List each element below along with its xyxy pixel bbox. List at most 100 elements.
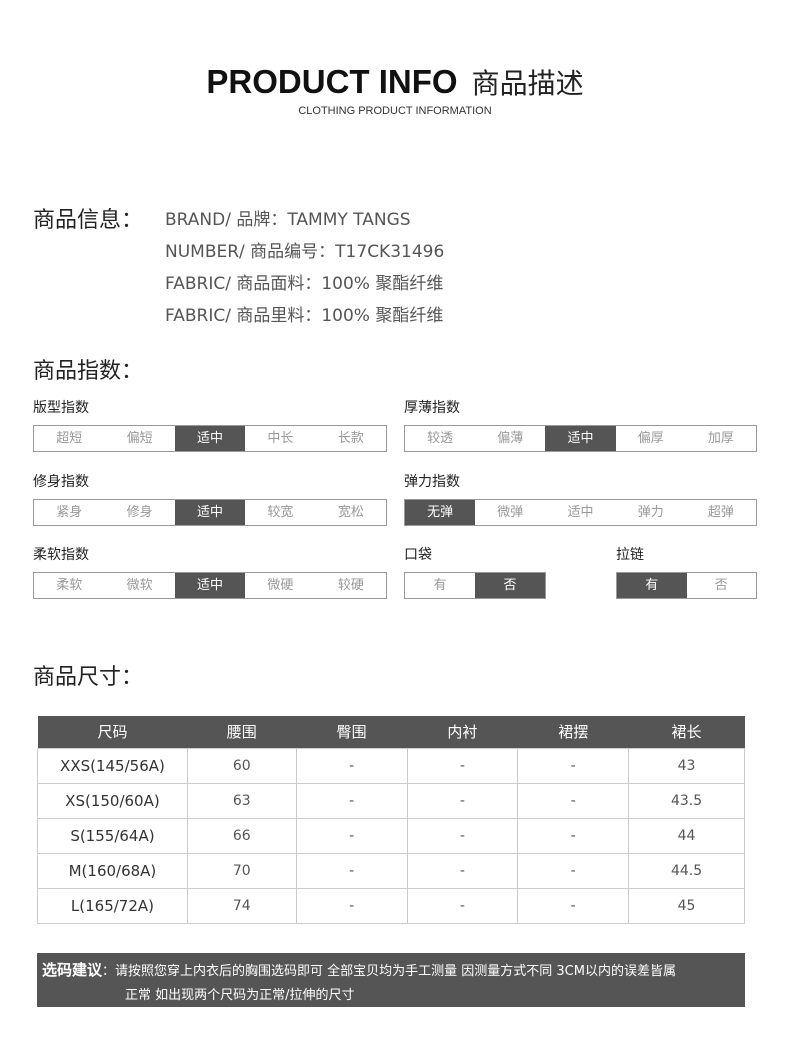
index-option: 有 [433, 578, 447, 593]
index-option: 加厚 [707, 431, 734, 446]
table-cell: 43.5 [628, 782, 745, 819]
index-label: 柔软指数 [33, 547, 89, 563]
index-option: 较硬 [337, 578, 364, 593]
info-number: NUMBER/ 商品编号：T17CK31496 [165, 242, 445, 262]
table-cell: - [406, 782, 519, 819]
title-en: PRODUCT INFO [206, 63, 458, 100]
index-option: 超短 [56, 431, 83, 446]
table-cell: 66 [186, 817, 297, 854]
table-cell: - [295, 782, 408, 819]
table-cell: 60 [186, 747, 297, 784]
info-lining: FABRIC/ 商品里料：100% 聚酯纤维 [165, 306, 444, 326]
table-cell: - [295, 852, 408, 889]
advice-text-2: 正常 如出现两个尺码为正常/拉伸的尺寸 [125, 988, 355, 1003]
table-cell: - [517, 887, 630, 924]
column-header: 裙长 [628, 716, 745, 748]
title-cn: 商品描述 [471, 67, 584, 100]
table-cell: 63 [186, 782, 297, 819]
table-cell: - [517, 782, 630, 819]
size-table: 尺码 腰围 臀围 内衬 裙摆 裙长 XXS(145/56A) 60- - -43 XS(150/60… [37, 716, 745, 924]
table-cell: - [295, 817, 408, 854]
index-option: 较透 [427, 431, 454, 446]
table-row: L(165/72A) 74- - -45 [37, 887, 745, 924]
index-option-selected: 适中 [174, 500, 246, 525]
size-cell: XS(150/60A) [37, 782, 188, 819]
index-option: 柔软 [56, 578, 83, 593]
index-scale: 有否 [616, 572, 757, 599]
size-cell: M(160/68A) [37, 852, 188, 889]
index-scale: 无弹 微弹 适中 弹力 超弹 [404, 499, 757, 526]
index-scale: 超短 偏短 适中 中长 长款 [33, 425, 387, 452]
table-row: XXS(145/56A) 60- - -43 [37, 747, 745, 784]
table-cell: - [406, 747, 519, 784]
index-option: 否 [714, 578, 728, 593]
table-cell: 44.5 [628, 852, 745, 889]
index-option: 偏厚 [637, 431, 664, 446]
index-option: 中长 [267, 431, 294, 446]
advice-label: 选码建议 [42, 961, 103, 979]
size-cell: S(155/64A) [37, 817, 188, 854]
info-fabric: FABRIC/ 商品面料：100% 聚酯纤维 [165, 274, 444, 294]
index-option-selected: 适中 [545, 426, 616, 451]
index-option-selected: 适中 [174, 426, 246, 451]
column-header: 裙摆 [517, 716, 629, 748]
column-header: 内衬 [407, 716, 518, 748]
table-cell: - [295, 747, 408, 784]
index-scale: 较透 偏薄 适中 偏厚 加厚 [404, 425, 757, 452]
index-option-selected: 无弹 [405, 500, 476, 525]
column-header: 腰围 [187, 716, 297, 748]
index-option: 适中 [567, 505, 594, 520]
index-option: 修身 [126, 505, 153, 520]
table-cell: - [517, 817, 630, 854]
size-cell: XXS(145/56A) [37, 747, 188, 784]
table-cell: 43 [628, 747, 745, 784]
index-label: 拉链 [616, 547, 644, 563]
table-cell: 45 [628, 887, 745, 924]
index-option: 较宽 [267, 505, 294, 520]
info-heading: 商品信息： [33, 208, 144, 233]
size-cell: L(165/72A) [37, 887, 188, 924]
index-scale: 紧身 修身 适中 较宽 宽松 [33, 499, 387, 526]
table-cell: 44 [628, 817, 745, 854]
index-option-selected: 适中 [174, 573, 246, 598]
size-heading: 商品尺寸： [33, 665, 144, 690]
table-row: S(155/64A) 66- - -44 [37, 817, 745, 854]
subtitle: CLOTHING PRODUCT INFORMATION [298, 105, 492, 117]
index-label: 弹力指数 [404, 474, 460, 490]
index-option: 超弹 [707, 505, 734, 520]
table-cell: - [406, 887, 519, 924]
index-option: 偏薄 [497, 431, 524, 446]
index-scale: 柔软 微软 适中 微硬 较硬 [33, 572, 387, 599]
index-option-selected: 否 [475, 573, 545, 598]
index-label: 版型指数 [33, 400, 89, 416]
index-scale: 有否 [404, 572, 546, 599]
table-cell: - [406, 817, 519, 854]
size-advice: 选码建议：请按照您穿上内衣后的胸围选码即可 全部宝贝均为手工测量 因测量方式不同… [37, 953, 745, 1007]
index-label: 修身指数 [33, 474, 89, 490]
table-cell: 70 [186, 852, 297, 889]
table-cell: - [406, 852, 519, 889]
index-option: 紧身 [56, 505, 83, 520]
column-header: 臀围 [296, 716, 408, 748]
index-option: 微软 [126, 578, 153, 593]
table-cell: - [517, 852, 630, 889]
index-option: 偏短 [126, 431, 153, 446]
info-brand: BRAND/ 品牌：TAMMY TANGS [165, 210, 411, 230]
table-cell: - [517, 747, 630, 784]
index-option: 微弹 [497, 505, 524, 520]
table-row: XS(150/60A) 63- - -43.5 [37, 782, 745, 819]
index-option: 宽松 [337, 505, 364, 520]
index-heading: 商品指数： [33, 359, 144, 384]
advice-text: ：请按照您穿上内衣后的胸围选码即可 全部宝贝均为手工测量 因测量方式不同 3CM… [102, 964, 676, 979]
page-title: PRODUCT INFO 商品描述 [0, 62, 790, 102]
index-option: 弹力 [637, 505, 664, 520]
index-option-selected: 有 [617, 573, 687, 598]
table-row: M(160/68A) 70- - -44.5 [37, 852, 745, 889]
table-cell: 74 [186, 887, 297, 924]
index-option: 长款 [337, 431, 364, 446]
index-label: 口袋 [404, 547, 432, 563]
index-label: 厚薄指数 [404, 400, 460, 416]
index-option: 微硬 [267, 578, 294, 593]
table-cell: - [295, 887, 408, 924]
column-header: 尺码 [37, 716, 188, 748]
